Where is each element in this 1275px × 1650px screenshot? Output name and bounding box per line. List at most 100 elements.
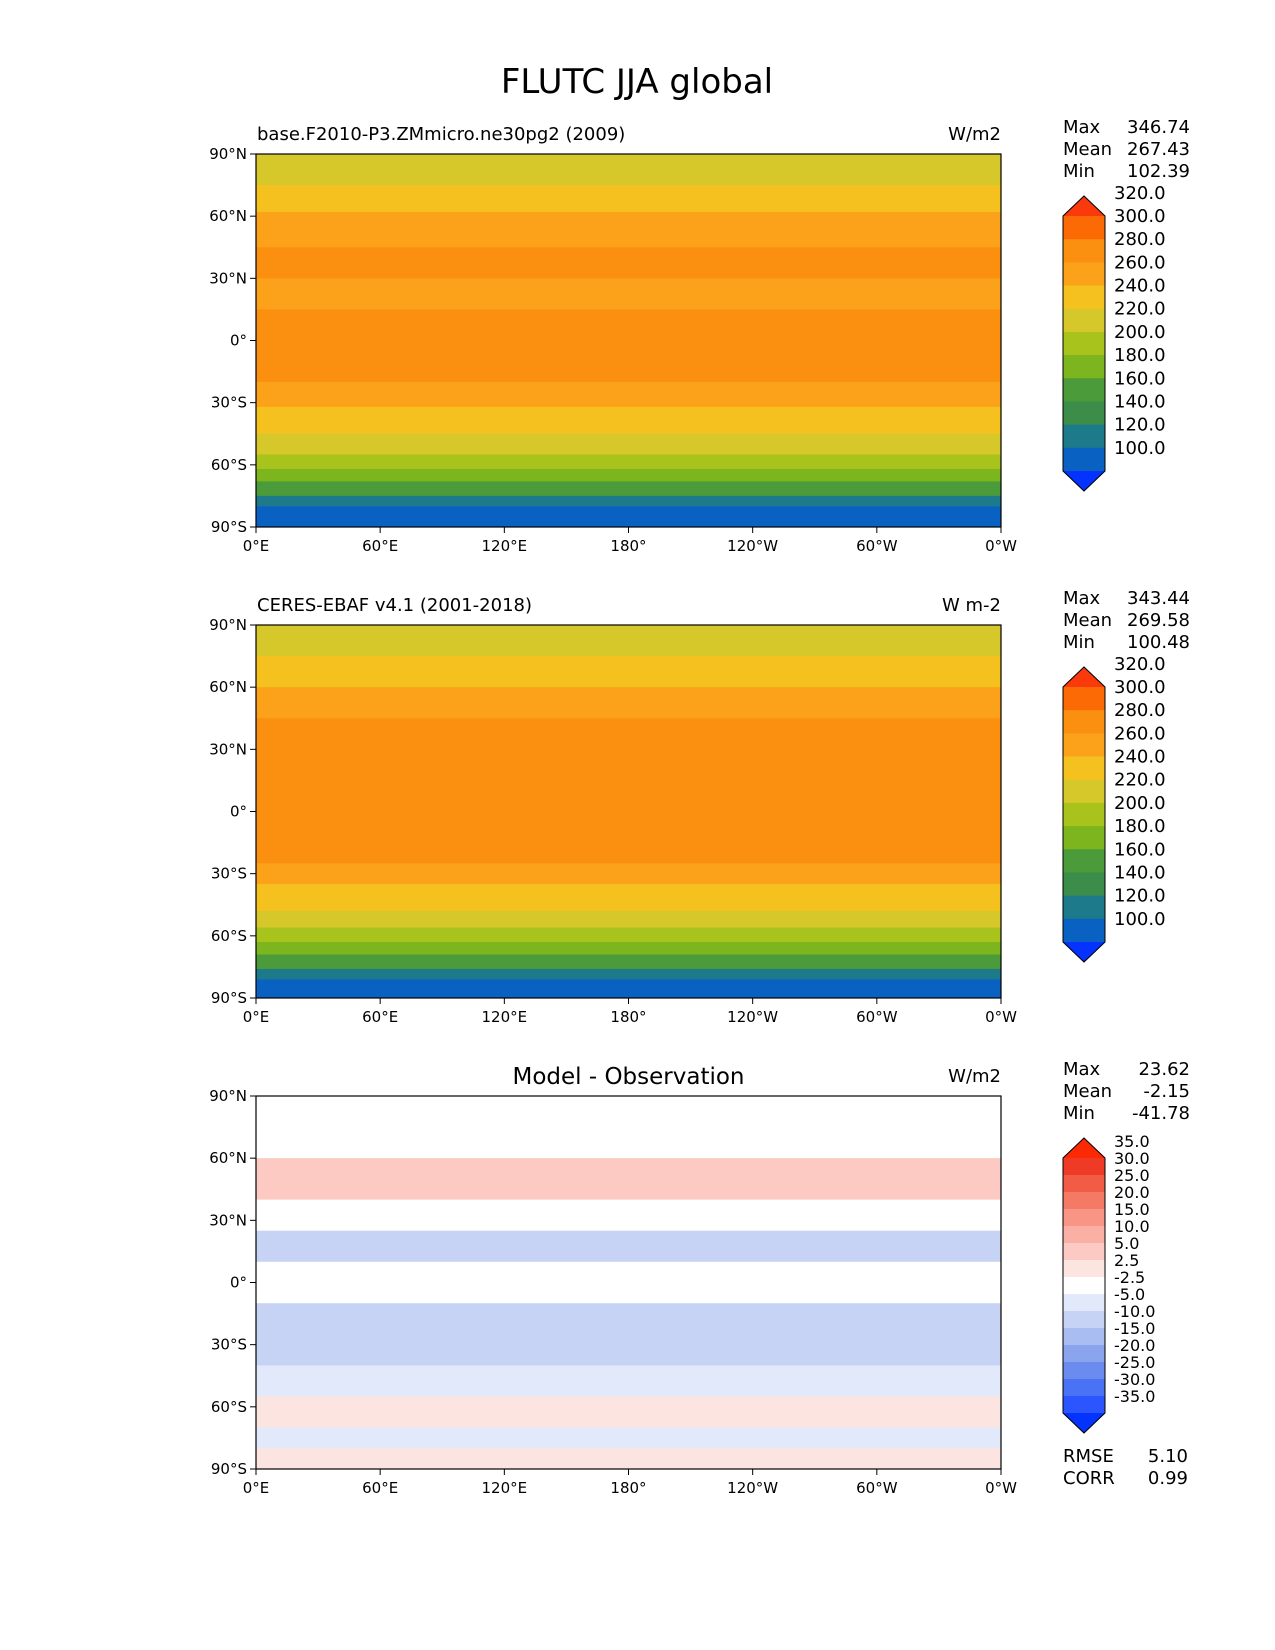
lon-tick-label: 120°W bbox=[727, 1008, 778, 1026]
colorbar-label: 100.0 bbox=[1114, 438, 1166, 459]
lat-tick-label: 90°S bbox=[211, 989, 247, 1007]
colorbar-label: -35.0 bbox=[1114, 1387, 1155, 1406]
field-band bbox=[256, 309, 1001, 383]
colorbar-label: 220.0 bbox=[1114, 299, 1166, 320]
colorbar-label: 25.0 bbox=[1114, 1166, 1150, 1185]
extra-stat-value: 5.10 bbox=[1148, 1446, 1188, 1467]
lon-tick-label: 0°W bbox=[985, 1479, 1017, 1497]
colorbar-segment bbox=[1063, 262, 1105, 286]
lon-tick-label: 0°W bbox=[985, 1008, 1017, 1026]
colorbar-segment bbox=[1063, 1328, 1105, 1346]
lat-tick-label: 30°S bbox=[211, 1336, 247, 1354]
units-label: W/m2 bbox=[948, 124, 1001, 145]
field-band bbox=[256, 1096, 1001, 1159]
field-band bbox=[256, 656, 1001, 688]
stat-label: Min bbox=[1063, 632, 1095, 653]
lon-tick-label: 180° bbox=[610, 1479, 646, 1497]
colorbar-segment bbox=[1063, 1260, 1105, 1278]
colorbar-label: 280.0 bbox=[1114, 700, 1166, 721]
lon-tick-label: 0°E bbox=[243, 1479, 270, 1497]
colorbar-label: 120.0 bbox=[1114, 886, 1166, 907]
colorbar-segment bbox=[1063, 308, 1105, 333]
colorbar-label: 15.0 bbox=[1114, 1200, 1150, 1219]
colorbar-segment bbox=[1063, 1226, 1105, 1244]
colorbar-extend-max bbox=[1063, 196, 1105, 216]
colorbar-label: 240.0 bbox=[1114, 276, 1166, 297]
lon-tick-label: 60°W bbox=[856, 1479, 898, 1497]
stat-value: 100.48 bbox=[1127, 632, 1190, 653]
field-band bbox=[256, 1261, 1001, 1304]
colorbar-label: 180.0 bbox=[1114, 345, 1166, 366]
field-band bbox=[256, 954, 1001, 970]
lon-tick-label: 60°E bbox=[362, 1479, 398, 1497]
colorbar-segment bbox=[1063, 872, 1105, 897]
colorbar-segment bbox=[1063, 216, 1105, 240]
field-band bbox=[256, 468, 1001, 482]
lat-tick-label: 30°S bbox=[211, 394, 247, 412]
units-label: W m-2 bbox=[942, 595, 1001, 616]
field-band bbox=[256, 927, 1001, 943]
lat-tick-label: 90°N bbox=[209, 1087, 247, 1105]
field-band bbox=[256, 481, 1001, 497]
field-band bbox=[256, 687, 1001, 719]
colorbar-label: 30.0 bbox=[1114, 1149, 1150, 1168]
lat-tick-label: 90°N bbox=[209, 616, 247, 634]
colorbar-segment bbox=[1063, 687, 1105, 711]
colorbar-segment bbox=[1063, 1294, 1105, 1312]
lat-tick-label: 90°S bbox=[211, 1460, 247, 1478]
colorbar-segment bbox=[1063, 802, 1105, 827]
colorbar-outline bbox=[1062, 1137, 1106, 1434]
stat-value: 269.58 bbox=[1127, 610, 1190, 631]
colorbar-label: -20.0 bbox=[1114, 1336, 1155, 1355]
colorbar-label: 5.0 bbox=[1114, 1234, 1139, 1253]
stat-label: Mean bbox=[1063, 1081, 1112, 1102]
lat-tick-label: 60°N bbox=[209, 678, 247, 696]
colorbar-label: 160.0 bbox=[1114, 368, 1166, 389]
field-band bbox=[256, 247, 1001, 279]
stat-label: Min bbox=[1063, 1103, 1095, 1124]
field-band bbox=[256, 433, 1001, 455]
field-band bbox=[256, 1365, 1001, 1397]
colorbar-label: 260.0 bbox=[1114, 252, 1166, 273]
lon-tick-label: 120°E bbox=[482, 1008, 528, 1026]
lon-tick-label: 60°W bbox=[856, 1008, 898, 1026]
colorbar-segment bbox=[1063, 1209, 1105, 1227]
lat-tick-label: 30°N bbox=[209, 1211, 247, 1229]
colorbar-label: -2.5 bbox=[1114, 1268, 1145, 1287]
colorbar-outline bbox=[1062, 666, 1106, 963]
lon-tick-label: 180° bbox=[610, 1008, 646, 1026]
field-band bbox=[256, 968, 1001, 980]
colorbar-label: 160.0 bbox=[1114, 839, 1166, 860]
colorbar-segment bbox=[1063, 895, 1105, 920]
stat-value: 343.44 bbox=[1127, 588, 1190, 609]
colorbar-label: 220.0 bbox=[1114, 770, 1166, 791]
field-band bbox=[256, 278, 1001, 310]
colorbar-label: 20.0 bbox=[1114, 1183, 1150, 1202]
colorbar-segment bbox=[1063, 1311, 1105, 1329]
lon-tick-label: 60°E bbox=[362, 537, 398, 555]
field-band bbox=[256, 454, 1001, 470]
colorbar-segment bbox=[1063, 331, 1105, 356]
lon-tick-label: 120°W bbox=[727, 1479, 778, 1497]
lon-tick-label: 0°E bbox=[243, 1008, 270, 1026]
units-label: W/m2 bbox=[948, 1066, 1001, 1087]
colorbar-label: 180.0 bbox=[1114, 816, 1166, 837]
lon-tick-label: 120°E bbox=[482, 1479, 528, 1497]
field-band bbox=[256, 1448, 1001, 1470]
field-band bbox=[256, 1199, 1001, 1232]
lon-tick-label: 0°W bbox=[985, 537, 1017, 555]
panel-title: CERES-EBAF v4.1 (2001-2018) bbox=[257, 595, 532, 616]
colorbar-segment bbox=[1063, 1396, 1105, 1414]
colorbar-label: 35.0 bbox=[1114, 1132, 1150, 1151]
lon-tick-label: 60°W bbox=[856, 537, 898, 555]
stat-value: -41.78 bbox=[1132, 1103, 1190, 1124]
colorbar-extend-max bbox=[1063, 667, 1105, 687]
colorbar-segment bbox=[1063, 918, 1105, 943]
extra-stat-label: RMSE bbox=[1063, 1446, 1114, 1467]
stat-label: Mean bbox=[1063, 139, 1112, 160]
colorbar-extend-max bbox=[1063, 1138, 1105, 1158]
extra-stat-label: CORR bbox=[1063, 1468, 1115, 1489]
panel-2: CERES-EBAF v4.1 (2001-2018) W m-2 90°N 60°N… bbox=[209, 588, 1190, 1026]
colorbar-label: 200.0 bbox=[1114, 793, 1166, 814]
field-band bbox=[256, 910, 1001, 929]
